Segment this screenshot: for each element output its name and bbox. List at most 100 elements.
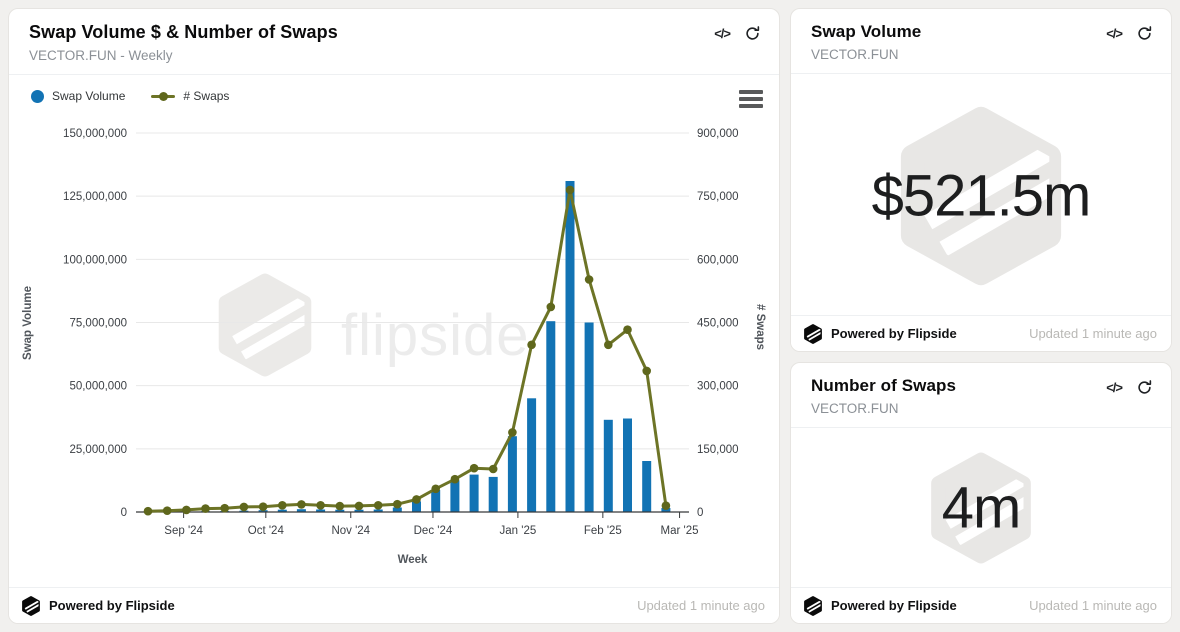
point-num-swaps[interactable]: [258, 502, 268, 512]
point-num-swaps[interactable]: [278, 501, 287, 510]
bar-swap-volume[interactable]: [469, 474, 479, 512]
swap-volume-swaps-chart: flipside 150,000,000 900,000 125,000,000 750…: [22, 128, 766, 566]
point-num-swaps[interactable]: [584, 275, 594, 284]
bar-swap-volume[interactable]: [642, 461, 652, 512]
point-num-swaps[interactable]: [393, 499, 402, 509]
left-axis-title: Swap Volume: [22, 286, 34, 360]
bar-swap-volume[interactable]: [392, 507, 402, 513]
stat-header-actions: </>: [1106, 25, 1153, 42]
powered-by-flipside-link[interactable]: Powered by Flipside: [21, 596, 175, 616]
bar-swap-volume[interactable]: [258, 510, 268, 512]
stat-header-actions: </>: [1106, 379, 1153, 396]
bar-swap-volume[interactable]: [431, 490, 441, 512]
chart-card-footer: Powered by Flipside Updated 1 minute ago: [9, 587, 779, 623]
point-num-swaps[interactable]: [297, 500, 306, 509]
embed-code-icon[interactable]: </>: [714, 26, 731, 41]
bar-swap-volume[interactable]: [488, 476, 498, 512]
point-num-swaps[interactable]: [373, 501, 383, 510]
stat-subtitle: VECTOR.FUN: [811, 47, 899, 62]
x-axis-title: Week: [398, 554, 428, 566]
bar-swap-volume[interactable]: [584, 322, 594, 513]
chart-region: Swap Volume # Swaps flipside 150,000,000 9…: [9, 75, 779, 591]
updated-timestamp: Updated 1 minute ago: [1029, 598, 1157, 613]
right-axis-tick-label: 0: [697, 507, 703, 519]
legend-label-swaps: # Swaps: [183, 89, 230, 103]
powered-by-flipside-link[interactable]: Powered by Flipside: [803, 324, 957, 344]
point-num-swaps[interactable]: [201, 504, 210, 513]
embed-code-icon[interactable]: </>: [1106, 26, 1123, 41]
legend-label-swap-volume: Swap Volume: [52, 89, 126, 103]
x-axis-tick-label: Sep '24: [164, 525, 203, 537]
bar-swap-volume[interactable]: [277, 509, 287, 512]
embed-code-icon[interactable]: </>: [1106, 380, 1123, 395]
number-of-swaps-total-value: 4m: [941, 475, 1022, 541]
stat-card-footer: Powered by Flipside Updated 1 minute ago: [791, 587, 1171, 623]
updated-timestamp: Updated 1 minute ago: [637, 598, 765, 613]
bar-swap-volume[interactable]: [296, 509, 306, 512]
powered-by-text: Powered by Flipside: [831, 598, 957, 613]
right-axis-tick-label: 600,000: [697, 254, 739, 266]
powered-by-flipside-link[interactable]: Powered by Flipside: [803, 596, 957, 616]
point-num-swaps[interactable]: [565, 185, 575, 195]
bar-swap-volume[interactable]: [507, 436, 517, 512]
point-num-swaps[interactable]: [220, 503, 229, 513]
point-num-swaps[interactable]: [508, 428, 517, 437]
bar-swap-volume[interactable]: [527, 398, 537, 512]
line-num-swaps: [147, 188, 668, 513]
powered-by-text: Powered by Flipside: [49, 598, 175, 613]
swap-volume-total-value: $521.5m: [871, 163, 1092, 229]
number-of-swaps-stat-card: Number of Swaps VECTOR.FUN </> 4m Powere…: [790, 362, 1172, 624]
stat-body: 4m: [791, 428, 1171, 588]
stat-subtitle: VECTOR.FUN: [811, 401, 899, 416]
point-num-swaps[interactable]: [431, 484, 441, 494]
flipside-logo-icon: [803, 324, 823, 344]
chart-menu-icon[interactable]: [739, 90, 763, 111]
left-axis-tick-label: 0: [121, 507, 127, 519]
point-num-swaps[interactable]: [239, 502, 249, 512]
bar-swap-volume[interactable]: [354, 509, 364, 512]
point-num-swaps[interactable]: [642, 366, 651, 376]
bar-swap-volume[interactable]: [546, 321, 556, 512]
point-num-swaps[interactable]: [661, 501, 671, 511]
chart-legend: Swap Volume # Swaps: [31, 89, 229, 103]
point-num-swaps[interactable]: [546, 302, 556, 312]
refresh-icon[interactable]: [1136, 379, 1153, 396]
point-num-swaps[interactable]: [143, 506, 153, 516]
right-axis-tick-label: 300,000: [697, 381, 739, 393]
bar-swap-volume[interactable]: [412, 501, 421, 512]
bar-swap-volume[interactable]: [373, 509, 383, 513]
point-num-swaps[interactable]: [182, 505, 191, 515]
bar-swap-volume[interactable]: [623, 418, 632, 513]
stat-body: $521.5m: [791, 74, 1171, 318]
point-num-swaps[interactable]: [527, 340, 536, 350]
bar-swap-volume[interactable]: [450, 480, 460, 512]
point-num-swaps[interactable]: [604, 340, 613, 350]
point-num-swaps[interactable]: [162, 506, 172, 515]
flipside-logo-icon: [21, 596, 41, 616]
stat-title: Number of Swaps: [811, 376, 957, 395]
bar-swap-volume[interactable]: [565, 181, 575, 512]
point-num-swaps[interactable]: [623, 325, 632, 334]
point-num-swaps[interactable]: [469, 463, 479, 473]
stat-card-header: Swap Volume VECTOR.FUN </>: [791, 9, 1171, 74]
point-num-swaps[interactable]: [450, 474, 460, 484]
point-num-swaps[interactable]: [354, 501, 364, 511]
bar-swap-volume[interactable]: [335, 509, 345, 512]
legend-item-swaps[interactable]: # Swaps: [151, 89, 229, 103]
bar-swap-volume[interactable]: [316, 509, 326, 513]
left-axis-tick-label: 100,000,000: [63, 254, 127, 266]
point-num-swaps[interactable]: [335, 501, 345, 511]
powered-by-text: Powered by Flipside: [831, 326, 957, 341]
point-num-swaps[interactable]: [412, 495, 421, 504]
right-axis-title: # Swaps: [754, 304, 766, 350]
refresh-icon[interactable]: [744, 25, 761, 42]
point-num-swaps[interactable]: [316, 501, 325, 510]
right-axis-tick-label: 450,000: [697, 318, 739, 330]
legend-item-swap-volume[interactable]: Swap Volume: [31, 89, 125, 103]
right-axis-tick-label: 900,000: [697, 128, 739, 140]
bar-swap-volume[interactable]: [603, 419, 613, 512]
point-num-swaps[interactable]: [488, 464, 498, 474]
left-axis-tick-label: 75,000,000: [69, 318, 127, 330]
refresh-icon[interactable]: [1136, 25, 1153, 42]
swap-volume-stat-card: Swap Volume VECTOR.FUN </> $521.5m Power…: [790, 8, 1172, 352]
